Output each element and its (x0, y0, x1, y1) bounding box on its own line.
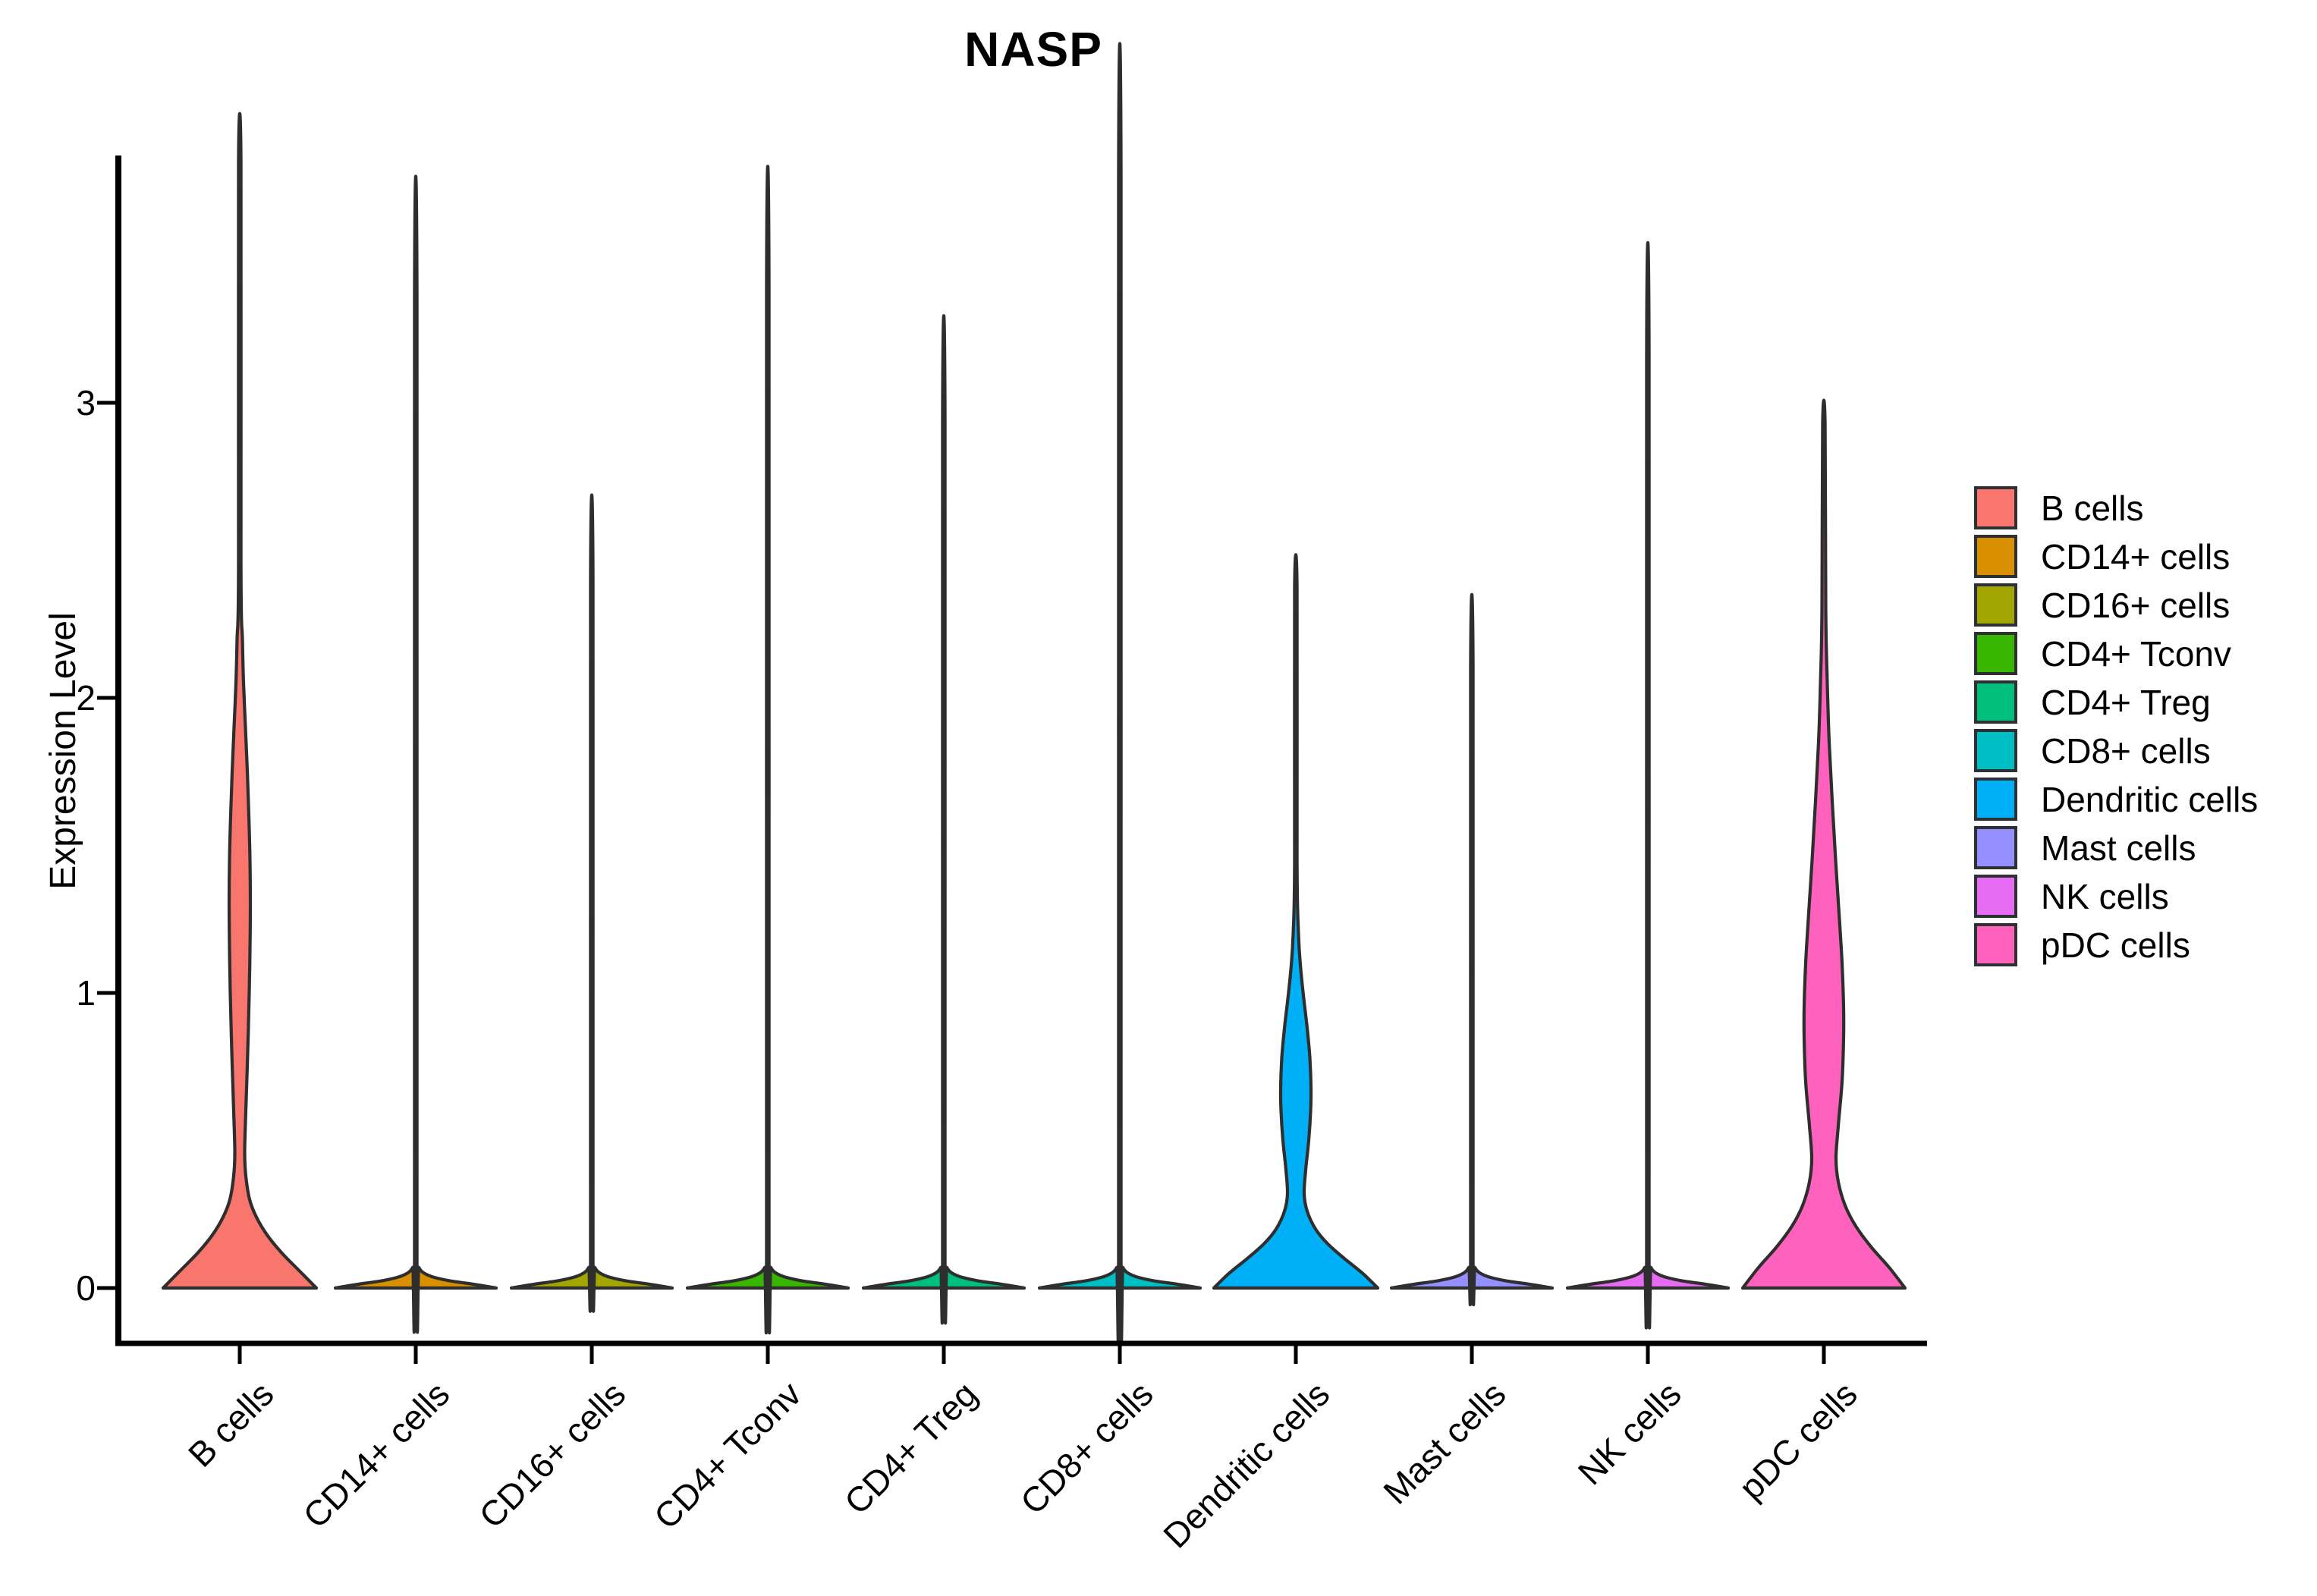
y-tick-label: 1 (76, 973, 96, 1013)
violin-pdc-cells (1740, 398, 1907, 1290)
legend-item: CD16+ cells (1974, 583, 2258, 627)
legend-swatch (1974, 778, 2017, 821)
legend-item-label: CD14+ cells (2041, 536, 2231, 577)
legend-swatch (1974, 875, 2017, 918)
legend-item-label: NK cells (2041, 876, 2169, 916)
y-tick-label: 0 (76, 1268, 96, 1308)
legend-item: CD4+ Tconv (1974, 632, 2258, 675)
legend-swatch (1974, 535, 2017, 578)
violin-cd4-tconv (685, 165, 850, 1335)
legend-item: NK cells (1974, 875, 2258, 918)
legend-swatch (1974, 729, 2017, 772)
violin-dendritic-cells (1212, 553, 1380, 1290)
y-tick-label: 3 (76, 383, 96, 423)
legend-swatch (1974, 923, 2017, 966)
violin-cd16-cells (509, 493, 674, 1313)
legend-swatch (1974, 583, 2017, 627)
legend-swatch (1974, 486, 2017, 529)
legend-swatch (1974, 680, 2017, 724)
legend-item: CD14+ cells (1974, 535, 2258, 578)
legend-item: Mast cells (1974, 826, 2258, 869)
legend-swatch (1974, 632, 2017, 675)
violin-cd8-cells (1037, 42, 1203, 1343)
legend-item: CD4+ Treg (1974, 680, 2258, 724)
legend-item: Dendritic cells (1974, 778, 2258, 821)
legend-item-label: pDC cells (2041, 925, 2190, 965)
violin-cd4-treg (861, 314, 1026, 1325)
legend-item-label: Mast cells (2041, 828, 2196, 868)
legend-item-label: CD16+ cells (2041, 585, 2231, 625)
violin-mast-cells (1389, 593, 1555, 1307)
legend-item: pDC cells (1974, 923, 2258, 966)
legend-item: CD8+ cells (1974, 729, 2258, 772)
legend-item-label: CD8+ cells (2041, 730, 2211, 771)
legend-swatch (1974, 826, 2017, 869)
violin-b-cells (161, 112, 319, 1290)
legend-item-label: B cells (2041, 488, 2144, 528)
legend-item-label: CD4+ Tconv (2041, 633, 2232, 674)
legend-item: B cells (1974, 486, 2258, 529)
y-tick-label: 2 (76, 678, 96, 718)
legend-item-label: Dendritic cells (2041, 779, 2259, 819)
plot-title: NASP (964, 22, 1102, 77)
legend: B cells CD14+ cells CD16+ cells CD4+ Tconv C… (1974, 486, 2258, 972)
violin-nk-cells (1565, 240, 1731, 1330)
violin-cd14-cells (333, 174, 498, 1334)
legend-item-label: CD4+ Treg (2041, 682, 2211, 722)
